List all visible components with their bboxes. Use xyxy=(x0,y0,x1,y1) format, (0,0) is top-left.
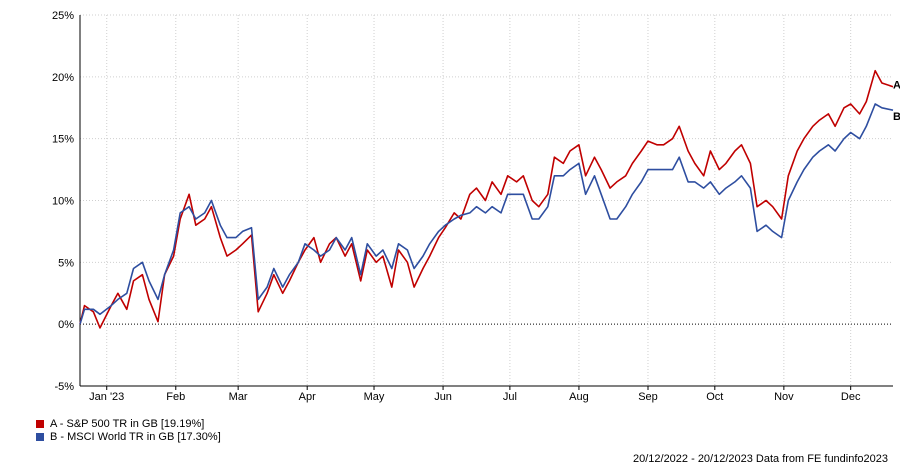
line-chart: 25%20%15%10%5%0%-5% Jan '23 Feb Mar Apr May J… xyxy=(52,10,900,403)
y-tick-label: 10% xyxy=(52,196,74,208)
chart-legend: A - S&P 500 TR in GB [19.19%] B - MSCI W… xyxy=(36,417,221,443)
legend-item-a: A - S&P 500 TR in GB [19.19%] xyxy=(36,417,221,430)
x-tick-label: Oct xyxy=(706,391,723,403)
y-axis: 25% 20% 15% 10% 5% 0% -5% xyxy=(52,10,74,393)
x-tick-label: Mar xyxy=(229,391,248,403)
x-tick-label: May xyxy=(364,391,385,403)
x-tick-label: Jun xyxy=(434,391,452,403)
series-end-labels: AB xyxy=(893,80,900,123)
legend-swatch-b xyxy=(36,432,44,441)
x-tick-label: Aug xyxy=(569,391,589,403)
y-tick-label: 25% xyxy=(52,10,74,22)
legend-label-a: A - S&P 500 TR in GB [19.19%] xyxy=(50,417,205,430)
series-end-label-b: B xyxy=(893,111,900,123)
series-lines xyxy=(79,69,894,329)
source-footer: 20/12/2022 - 20/12/2023 Data from FE fun… xyxy=(632,453,888,465)
legend-item-b: B - MSCI World TR in GB [17.30%] xyxy=(36,430,221,443)
y-tick-label: -5% xyxy=(54,381,74,393)
x-tick-label: Jul xyxy=(503,391,517,403)
chart-grid xyxy=(79,14,893,387)
x-tick-label: Sep xyxy=(638,391,658,403)
legend-swatch-a xyxy=(36,419,44,428)
series-end-label-a: A xyxy=(893,80,900,92)
y-tick-label: 15% xyxy=(52,134,74,146)
x-tick-label: Apr xyxy=(299,391,316,403)
x-tick-label: Feb xyxy=(166,391,185,403)
series-line-b xyxy=(79,103,894,325)
x-tick-label: Jan '23 xyxy=(89,391,124,403)
x-axis: Jan '23 Feb Mar Apr May Jun Jul Aug Sep Oct Nov Dec xyxy=(89,386,861,403)
y-tick-label: 5% xyxy=(58,257,74,269)
y-tick-label: 0% xyxy=(58,319,74,331)
x-tick-label: Dec xyxy=(841,391,861,403)
legend-label-b: B - MSCI World TR in GB [17.30%] xyxy=(50,430,221,443)
y-tick-label: 20% xyxy=(52,72,74,84)
x-tick-label: Nov xyxy=(774,391,794,403)
series-line-a xyxy=(79,69,894,329)
